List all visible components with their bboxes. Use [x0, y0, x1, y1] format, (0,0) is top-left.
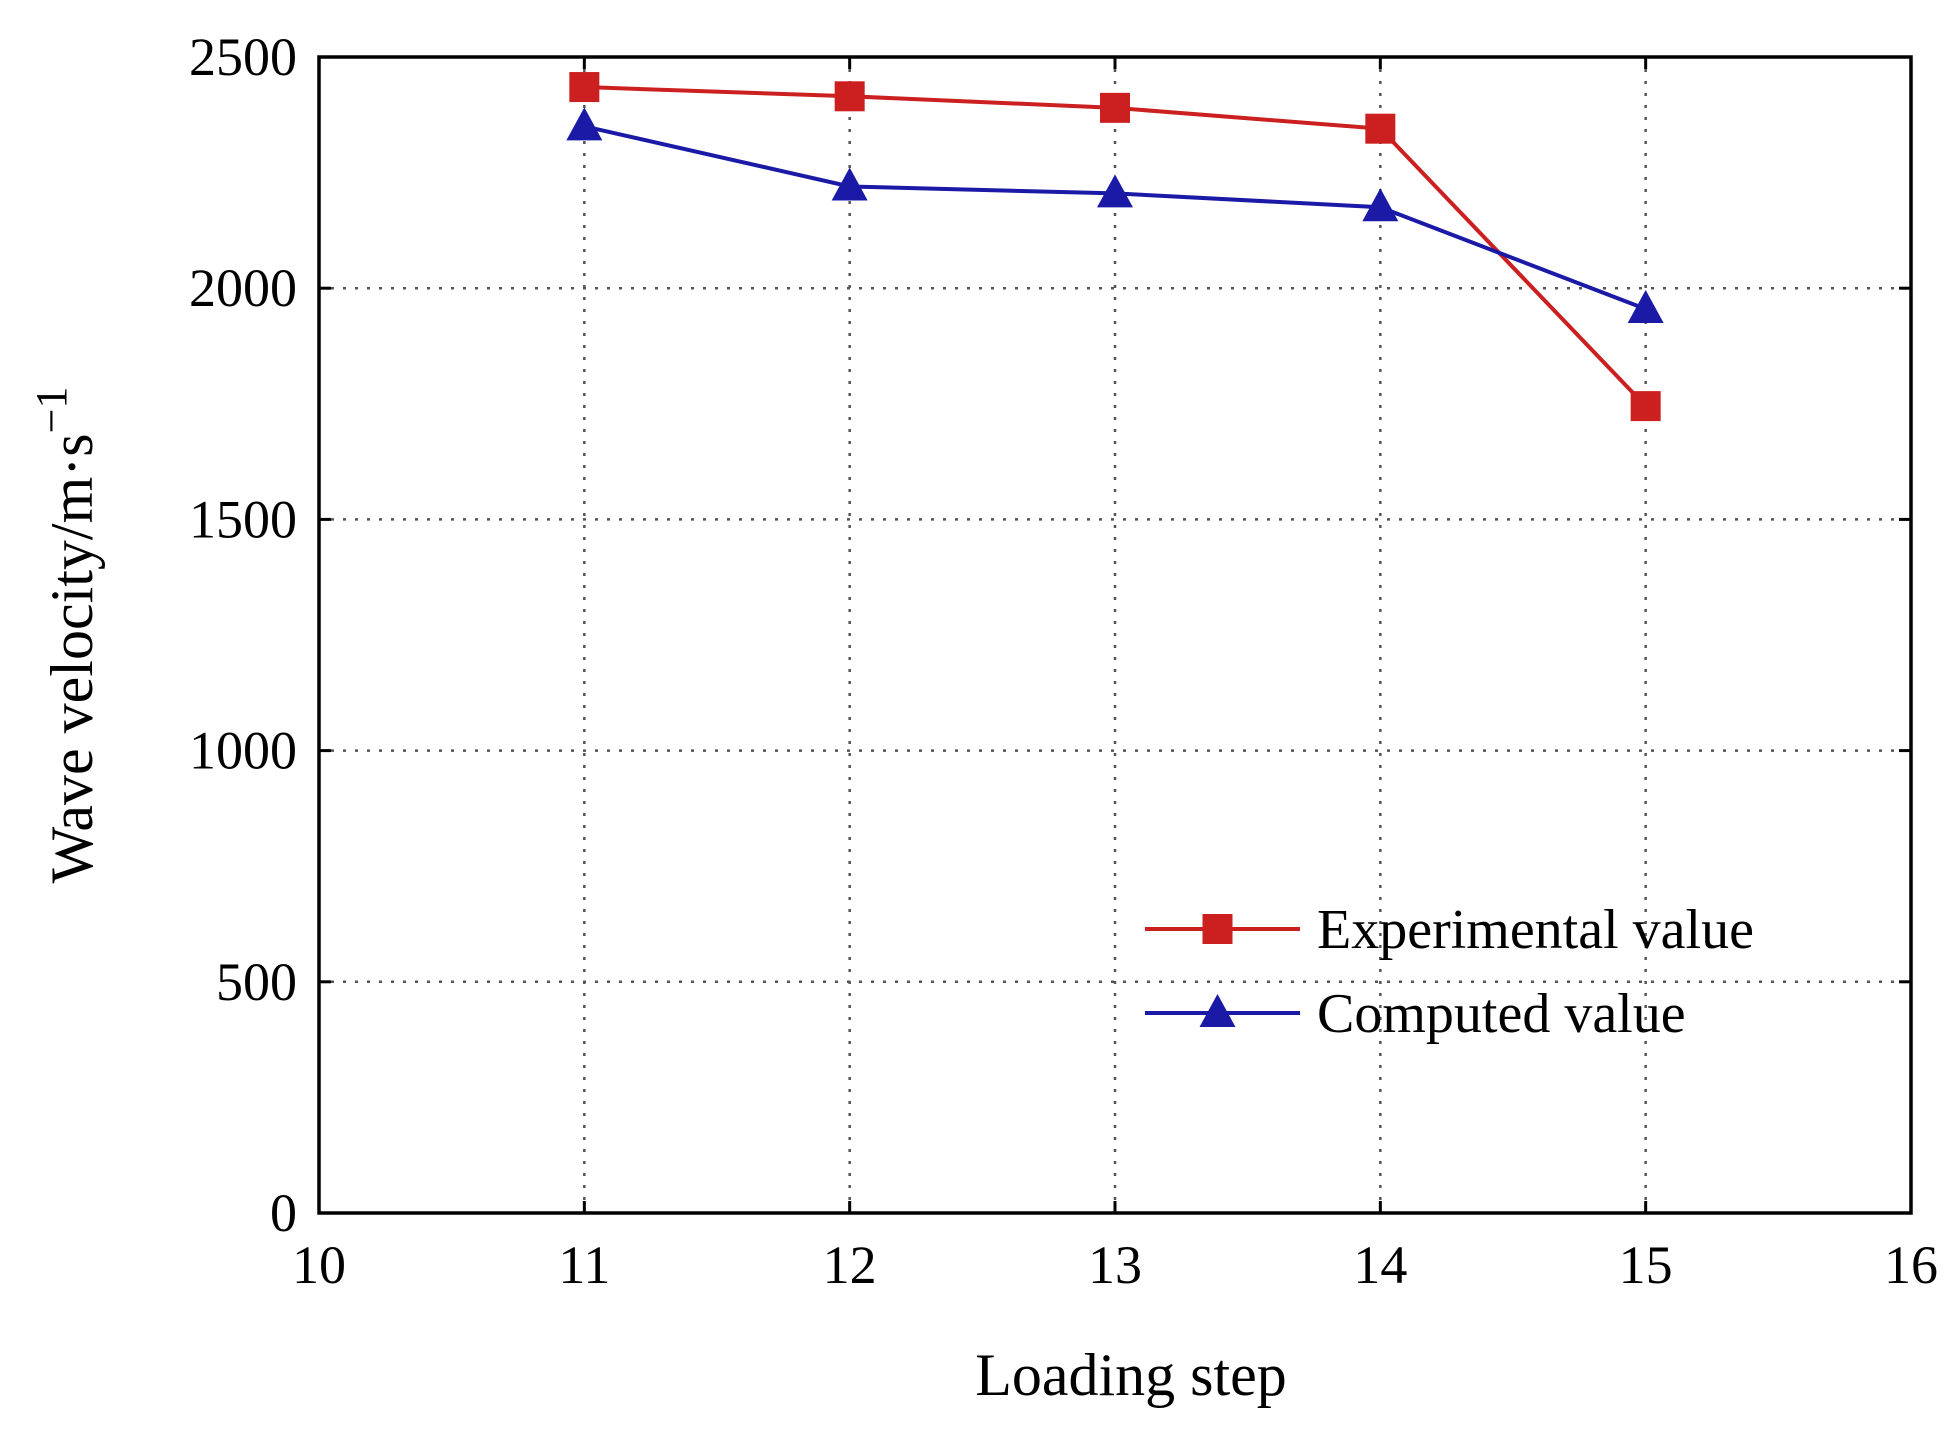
x-tick-label: 14 [1353, 1235, 1407, 1295]
legend-entry-computed-value: Computed value [1145, 983, 1686, 1045]
data-point-experimental-value [1630, 391, 1661, 422]
x-tick-label: 12 [823, 1235, 877, 1295]
legend-marker-computed-value [1199, 994, 1236, 1027]
grid-lines [319, 57, 1911, 1213]
y-tick-label: 1000 [189, 721, 297, 781]
data-point-experimental-value [569, 72, 600, 103]
x-tick-label: 15 [1619, 1235, 1673, 1295]
x-tick-label: 13 [1088, 1235, 1142, 1295]
data-point-computed-value [1362, 188, 1399, 222]
y-tick-label: 2500 [189, 27, 297, 87]
x-tick-label: 10 [292, 1235, 346, 1295]
data-point-computed-value [831, 167, 868, 201]
data-point-experimental-value [1100, 92, 1130, 123]
legend-label-experimental-value: Experimental value [1317, 899, 1754, 961]
y-tick-label: 0 [270, 1183, 297, 1243]
series-layer [566, 72, 1664, 422]
legend: Experimental value Computed value [1145, 899, 1754, 1045]
x-tick-labels: 10 11 12 13 14 15 16 [292, 1235, 1938, 1295]
y-tick-label: 500 [216, 952, 297, 1012]
legend-label-computed-value: Computed value [1317, 983, 1686, 1045]
series-computed-value [566, 107, 1664, 324]
y-tick-label: 2000 [189, 258, 297, 318]
series-experimental-value [569, 72, 1661, 422]
data-point-computed-value [1627, 290, 1664, 324]
legend-marker-experimental-value [1202, 914, 1233, 944]
data-point-experimental-value [1365, 113, 1396, 144]
y-tick-label: 1500 [189, 489, 297, 549]
legend-entry-experimental-value: Experimental value [1145, 899, 1754, 961]
data-point-experimental-value [834, 81, 865, 112]
y-tick-labels: 0 500 1000 1500 2000 2500 [189, 27, 297, 1243]
axis-ticks [317, 55, 1913, 1215]
y-axis-title-main: Wave velocity/m·s [39, 433, 105, 883]
y-axis-title: Wave velocity/m·s−1 [27, 387, 105, 884]
y-axis-title-superscript: −1 [27, 387, 76, 434]
x-tick-label: 16 [1884, 1235, 1938, 1295]
x-tick-label: 11 [558, 1235, 610, 1295]
data-point-computed-value [566, 107, 603, 141]
x-axis-title: Loading step [975, 1342, 1287, 1408]
data-point-computed-value [1097, 174, 1133, 208]
